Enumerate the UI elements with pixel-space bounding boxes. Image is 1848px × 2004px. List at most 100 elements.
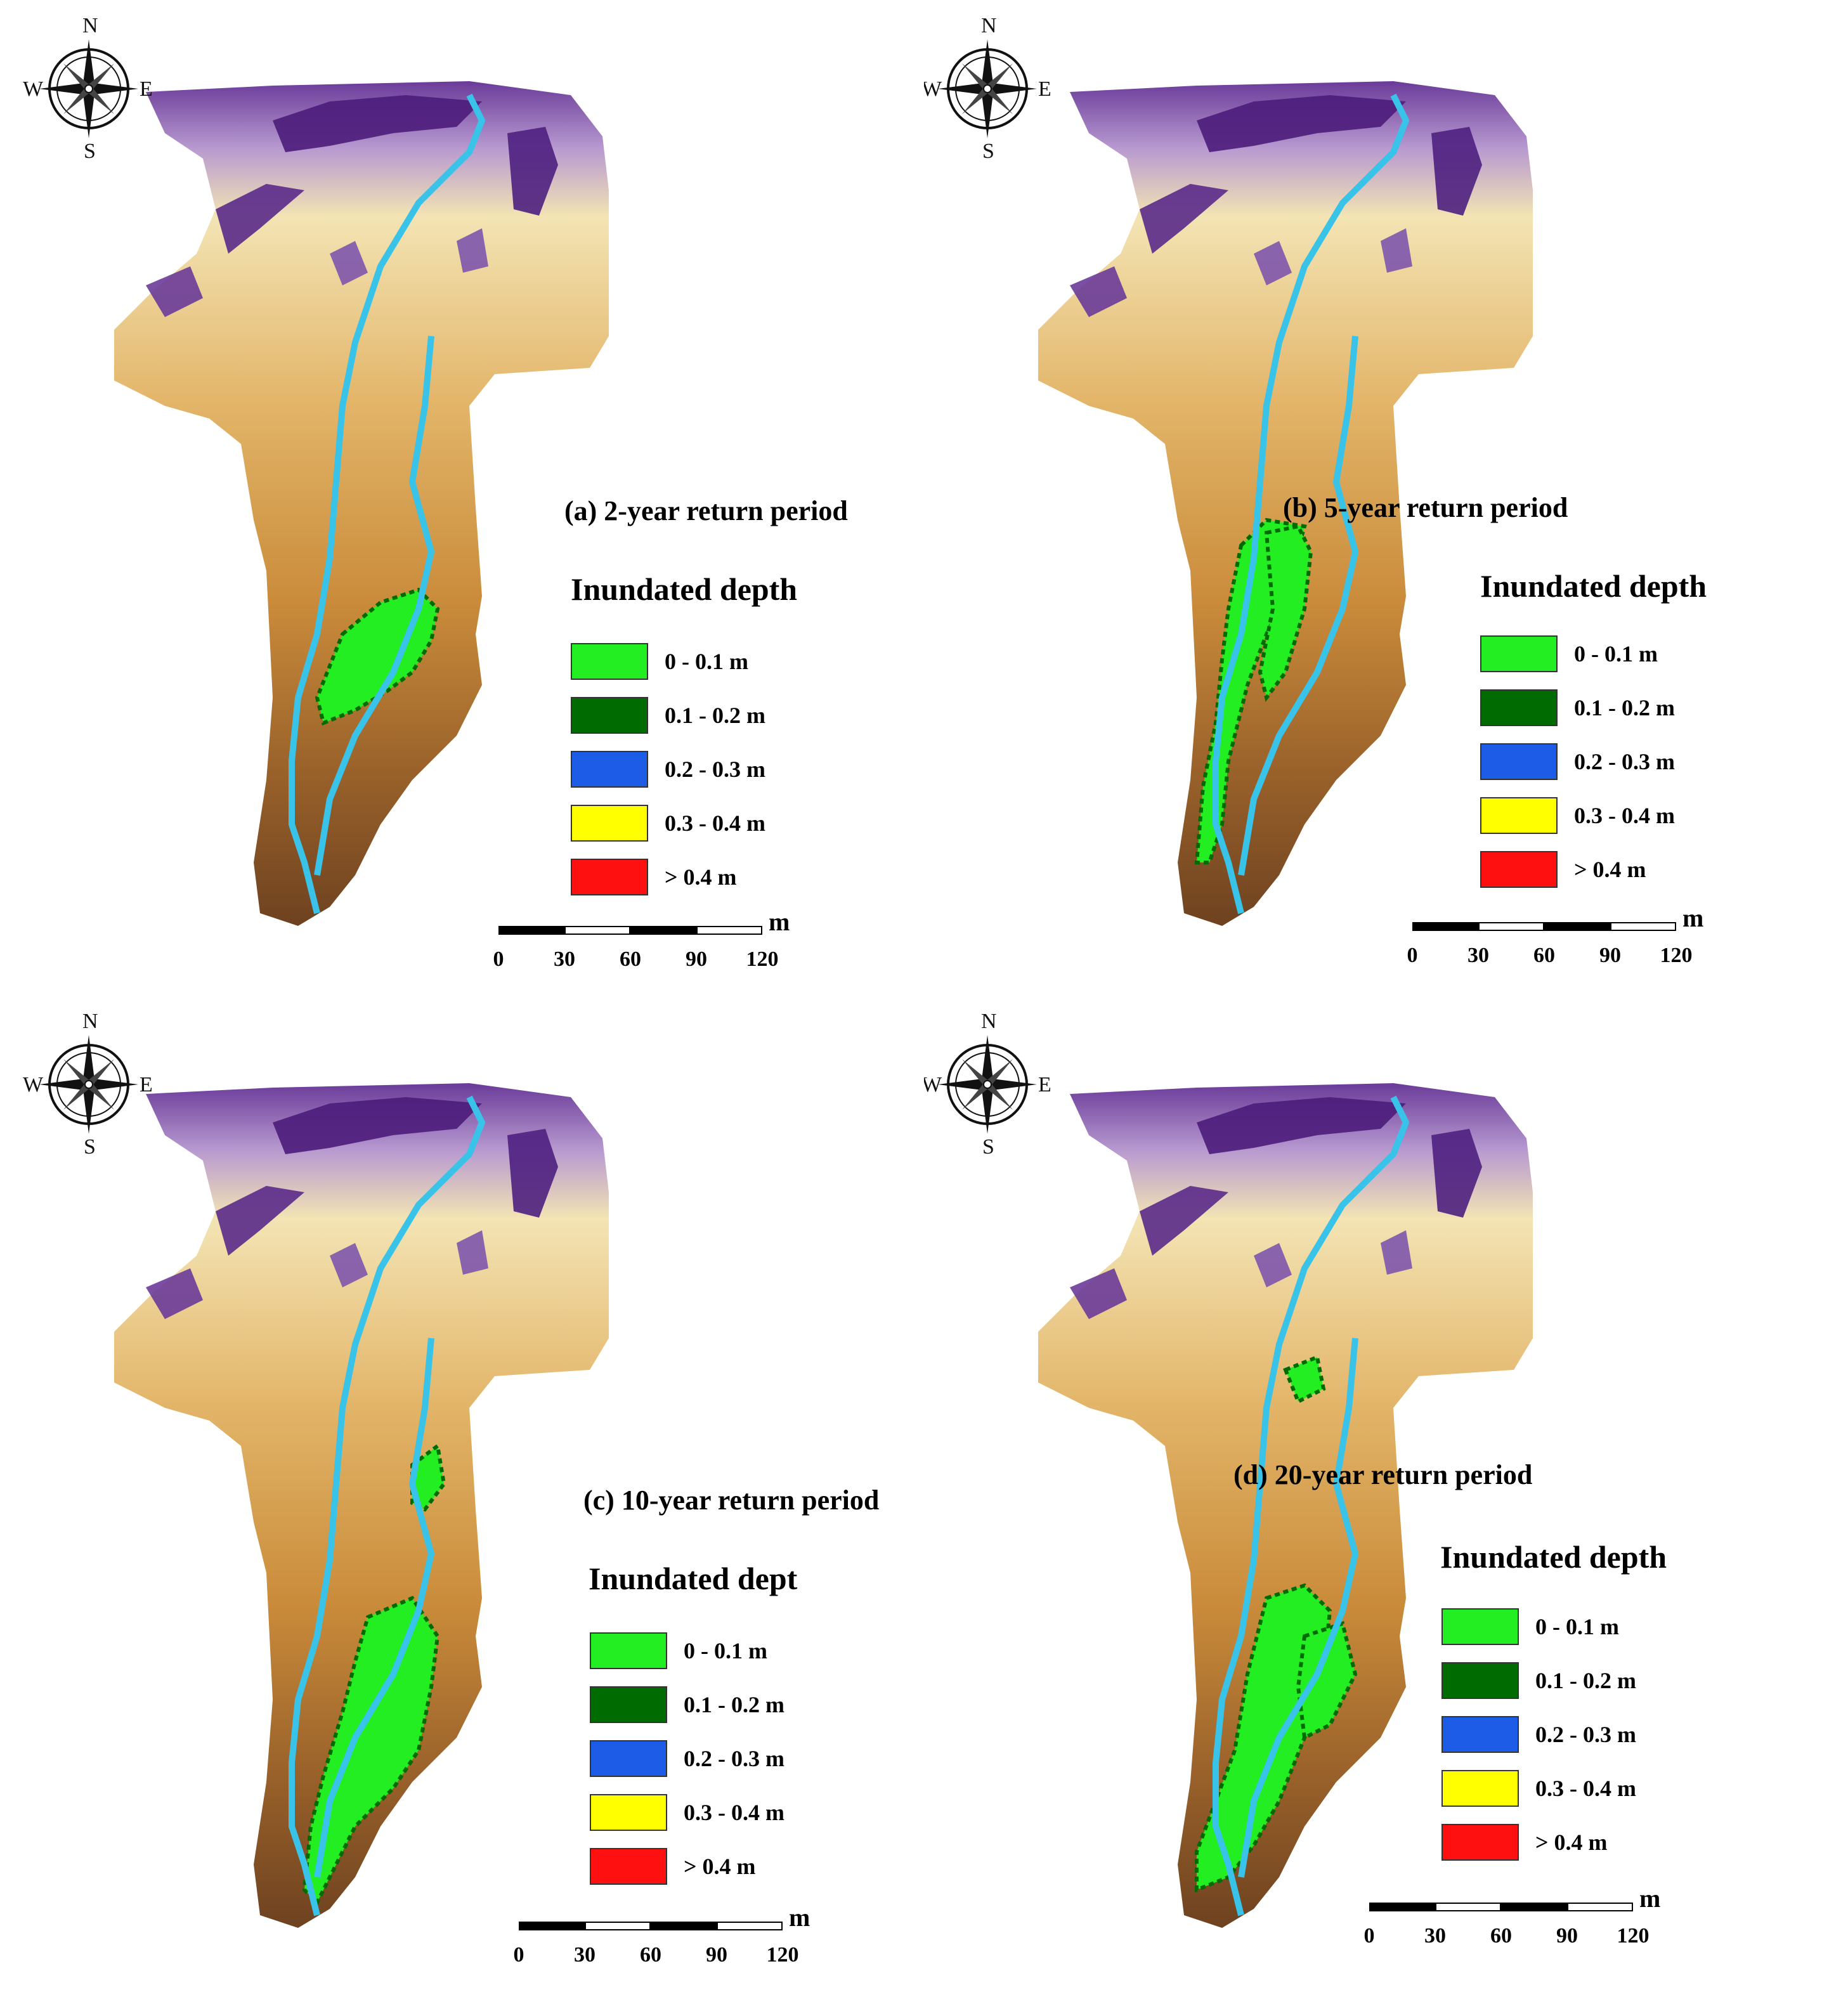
legend-label: 0.1 - 0.2 m <box>1535 1668 1636 1693</box>
terrain-map <box>1038 1083 1533 1928</box>
panel-title: (b) 5-year return period <box>1283 492 1568 523</box>
compass-label-e: E <box>140 1073 153 1096</box>
legend-title: Inundated depth <box>571 571 798 607</box>
ridge-area <box>1381 228 1412 273</box>
scale-segment <box>1567 1903 1633 1911</box>
legend-label: 0.1 - 0.2 m <box>1574 695 1675 720</box>
ridge-area <box>273 1097 482 1154</box>
scale-unit: m <box>789 1903 810 1932</box>
compass-label-w: W <box>23 77 44 101</box>
ridge-area <box>1197 95 1406 152</box>
scale-unit: m <box>1639 1884 1661 1913</box>
elevation-surface <box>114 1083 609 1928</box>
scale-segment <box>1435 1903 1501 1911</box>
inundation-extent <box>1258 524 1313 702</box>
ridge-area <box>1140 1186 1228 1256</box>
scale-unit: m <box>1682 904 1704 932</box>
legend-label: 0.2 - 0.3 m <box>1574 749 1675 774</box>
ridge-area <box>507 1129 558 1218</box>
legend-title: Inundated depth <box>1440 1539 1667 1575</box>
panel-title: (a) 2-year return period <box>564 495 848 526</box>
scale-bar: 0 30 60 90 120 m <box>492 908 797 983</box>
legend-swatch <box>571 643 648 680</box>
terrain-map <box>114 1083 609 1928</box>
river-tributary <box>314 1337 434 1878</box>
legend-label: 0 - 0.1 m <box>1574 641 1658 667</box>
scale-segment <box>585 1922 651 1930</box>
scale-tick-label: 30 <box>574 1943 595 1967</box>
scale-segment <box>1544 922 1610 931</box>
ridge-area <box>216 184 304 254</box>
legend-swatch <box>590 1794 667 1831</box>
elevation-surface <box>1038 1083 1533 1928</box>
legend-swatch <box>571 751 648 788</box>
ridge-area <box>457 228 488 273</box>
scale-tick-label: 0 <box>1363 1924 1375 1948</box>
legend-swatch <box>1480 635 1558 672</box>
scale-tick-label: 30 <box>1424 1924 1446 1948</box>
scale-tick-label: 30 <box>554 947 575 971</box>
scale-segment <box>519 1922 585 1930</box>
legend-swatch <box>1441 1608 1519 1645</box>
legend-swatch <box>571 697 648 734</box>
ridge-area <box>330 241 368 285</box>
compass-label-n: N <box>82 1010 98 1033</box>
legend-swatch <box>1441 1662 1519 1699</box>
ridge-area <box>457 1230 488 1275</box>
compass-rose-icon: N S E W <box>23 1010 153 1159</box>
legend-label: > 0.4 m <box>684 1854 756 1879</box>
scale-bar: 0 30 60 90 120 m <box>512 1903 817 1979</box>
terrain-map <box>1038 81 1533 926</box>
legend-swatch <box>590 1740 667 1777</box>
scale-segment <box>717 1922 783 1930</box>
legend-label: > 0.4 m <box>1535 1830 1608 1855</box>
compass-label-w: W <box>924 77 942 101</box>
legend-label: 0.2 - 0.3 m <box>665 757 765 782</box>
compass-label-n: N <box>981 1010 997 1033</box>
ridge-area <box>146 266 203 317</box>
river-tributary <box>1238 1337 1358 1878</box>
legend-swatch <box>1441 1770 1519 1807</box>
ridge-area <box>1070 266 1127 317</box>
ridge-area <box>1431 1129 1482 1218</box>
ridge-area <box>1431 127 1482 216</box>
ridge-area <box>1197 1097 1406 1154</box>
map-panel-a: N S E W (a) 2-year return period Inundated de… <box>0 0 924 1002</box>
legend-label: 0 - 0.1 m <box>1535 1614 1619 1639</box>
legend-label: 0.3 - 0.4 m <box>684 1800 784 1825</box>
legend-swatch <box>1441 1716 1519 1753</box>
legend-label: > 0.4 m <box>1574 857 1646 882</box>
ridge-area <box>1070 1268 1127 1319</box>
legend-swatch <box>1480 851 1558 888</box>
compass-rose-icon: N S E W <box>23 14 153 163</box>
scale-segment <box>1369 1903 1435 1911</box>
inundation-extent <box>1195 1583 1332 1893</box>
scale-tick-label: 60 <box>640 1943 661 1967</box>
compass-label-s: S <box>982 140 994 163</box>
river-main <box>289 93 485 914</box>
river-main <box>289 1095 485 1916</box>
scale-tick-label: 120 <box>746 947 779 971</box>
scale-unit: m <box>769 908 790 936</box>
legend-swatch <box>590 1632 667 1669</box>
compass-label-w: W <box>23 1073 44 1096</box>
scale-tick-label: 60 <box>620 947 641 971</box>
panel-title: (d) 20-year return period <box>1233 1459 1533 1490</box>
legend-swatch <box>590 1848 667 1885</box>
scale-tick-label: 90 <box>706 1943 727 1967</box>
scale-tick-label: 120 <box>766 1943 799 1967</box>
scale-segment <box>1478 922 1544 931</box>
compass-label-e: E <box>140 77 153 101</box>
compass-label-s: S <box>84 140 96 163</box>
inundation-extent <box>302 1596 440 1906</box>
legend-label: 0 - 0.1 m <box>665 649 748 674</box>
compass-label-s: S <box>982 1135 994 1159</box>
scale-tick-label: 90 <box>1556 1924 1578 1948</box>
legend-label: 0.1 - 0.2 m <box>684 1692 784 1717</box>
ridge-area <box>507 127 558 216</box>
elevation-surface <box>114 81 609 926</box>
ridge-area <box>1254 241 1292 285</box>
scale-tick-label: 90 <box>686 947 707 971</box>
scale-bar: 0 30 60 90 120 m <box>1406 904 1710 979</box>
scale-tick-label: 120 <box>1660 944 1693 967</box>
